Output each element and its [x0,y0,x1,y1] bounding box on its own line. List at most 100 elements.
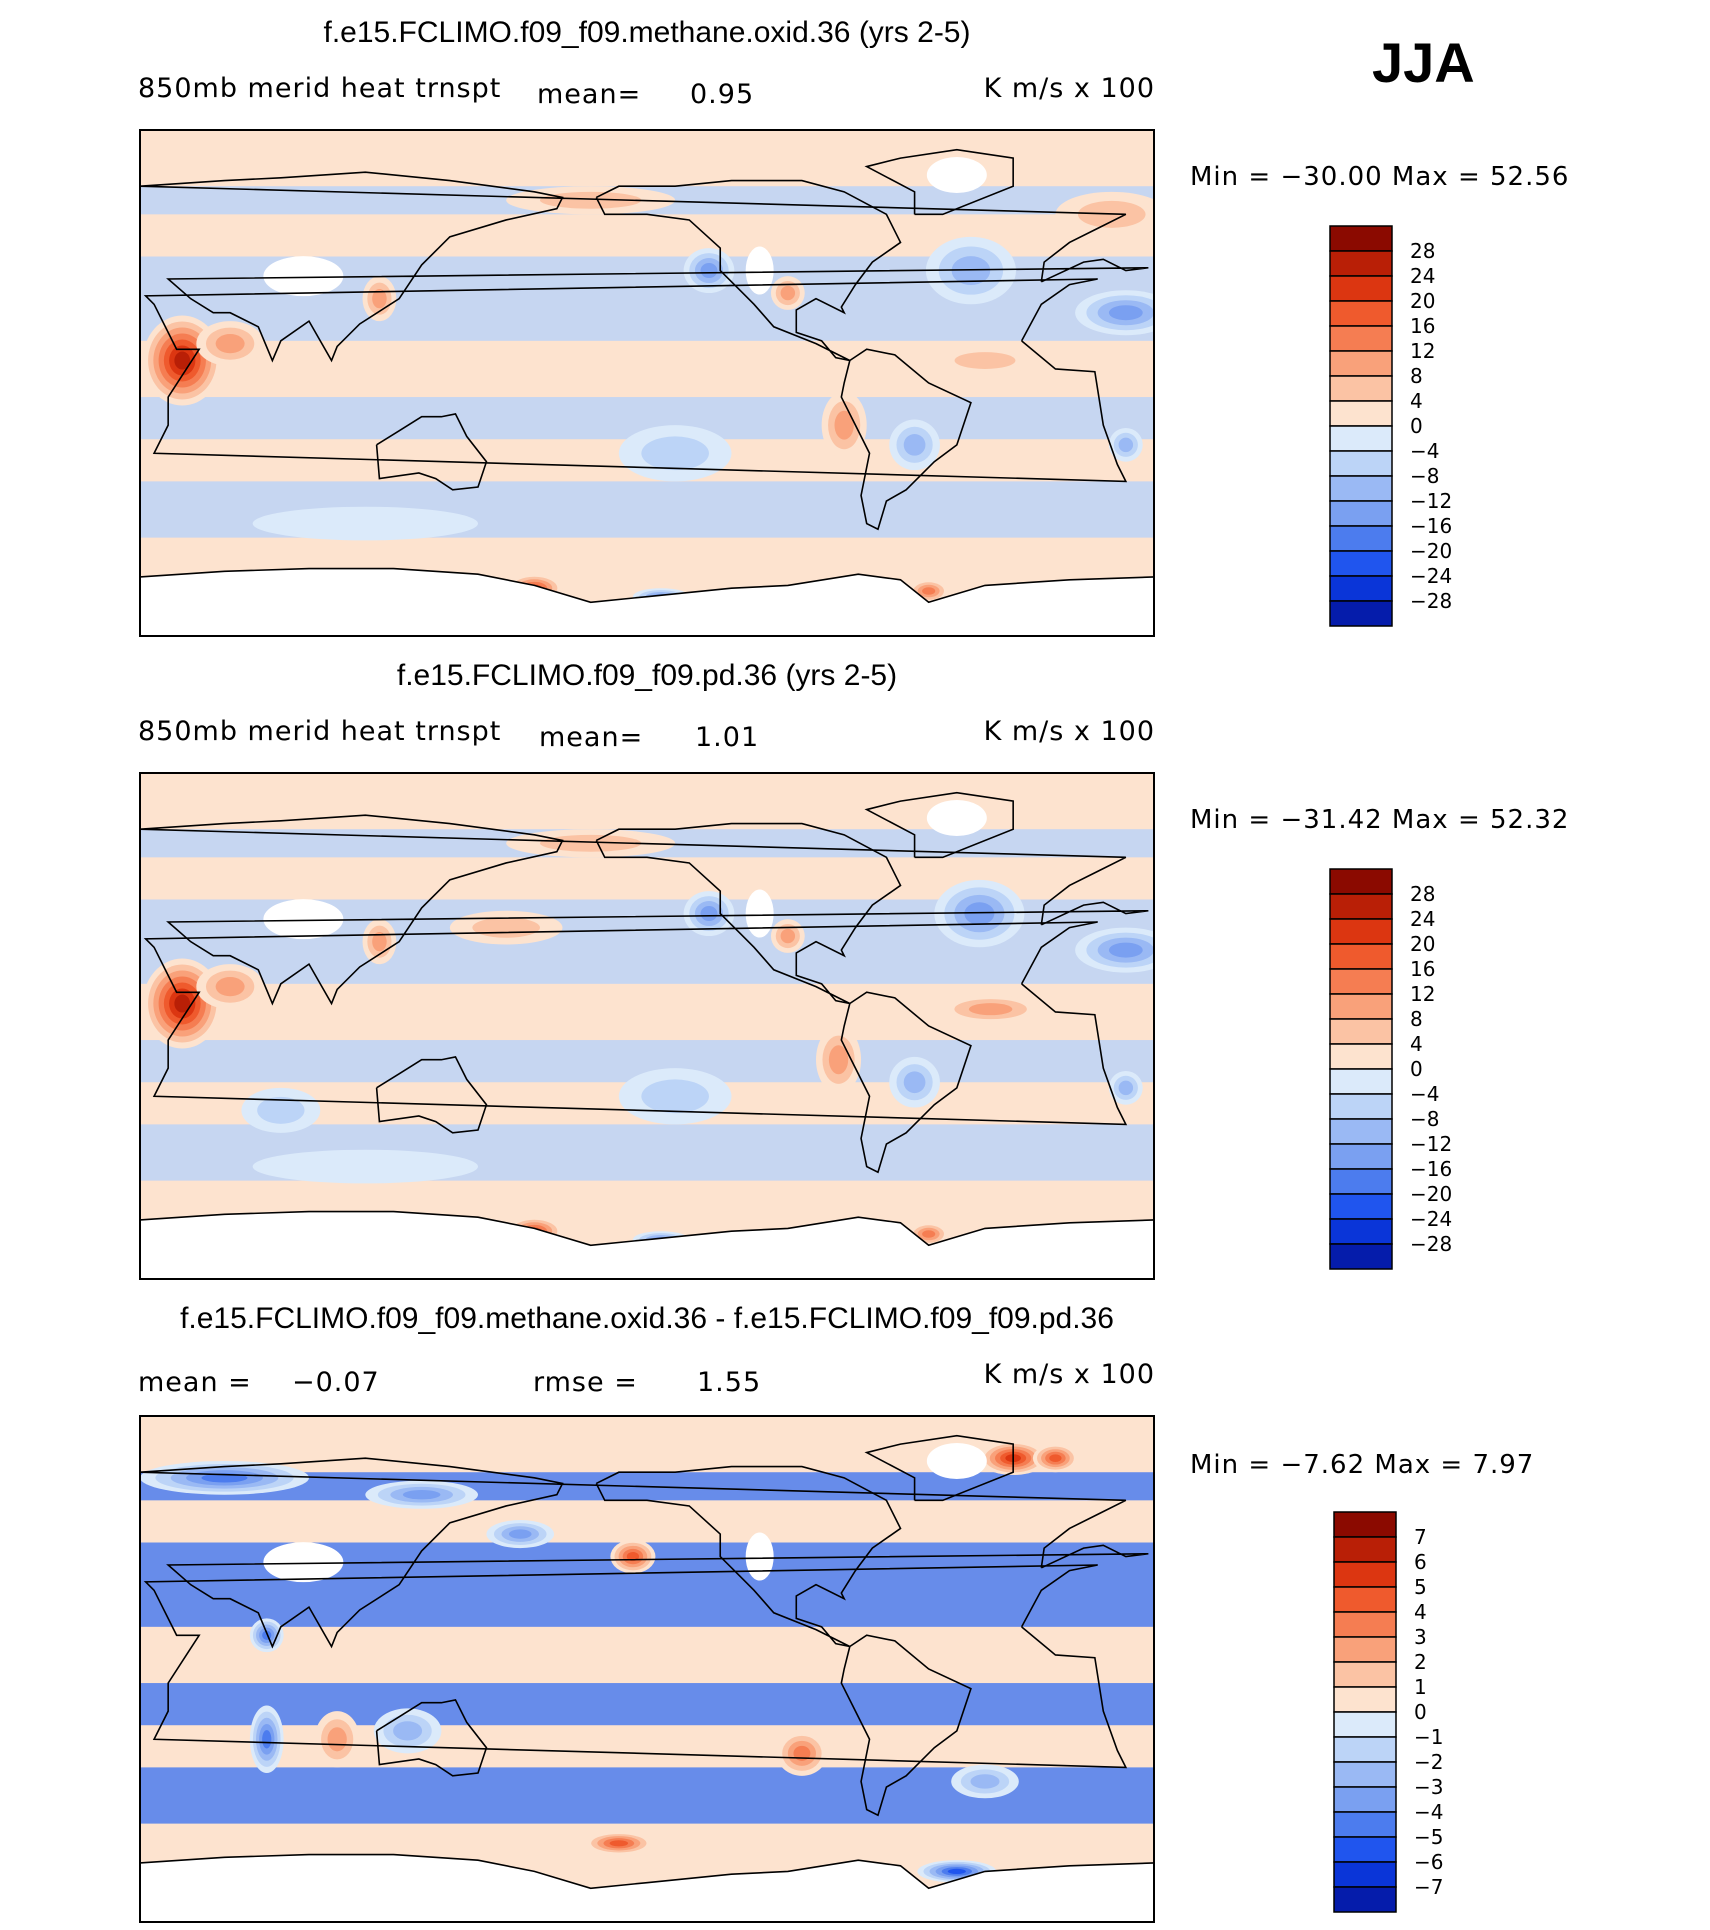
panel-3-rmse-label: rmse = [533,1367,638,1398]
colorbar-tick-label: 20 [1410,932,1435,956]
field-feature-s-pacific-pos [793,1745,811,1761]
coastline [595,1465,902,1648]
colorbar-tick-label: 1 [1414,1675,1427,1699]
coastline [864,1434,1014,1502]
colorbar-band [1329,450,1393,477]
panel-3-mean-label: mean = [138,1367,252,1398]
coastline [143,278,1128,483]
tibet-missing [263,1542,344,1583]
field-feature-arctic-pos [539,834,642,852]
colorbar-band [1329,375,1393,402]
field-feature-weddell-neg [947,1868,966,1874]
colorbar-band [1333,1561,1397,1588]
field-feature-arctic-pos [539,191,642,209]
panel-1: f.e15.FCLIMO.f09_f09.methane.oxid.36 (yr… [138,16,1568,637]
colorbar-tick-label: −28 [1410,1232,1452,1256]
colorbar-tick-label: 0 [1410,1057,1423,1081]
colorbar-band [1329,1193,1393,1220]
season-label: JJA [1372,31,1475,94]
coastline [140,171,1149,363]
panel-2-mean-value: 1.01 [695,722,759,753]
colorbar-tick-label: 20 [1410,289,1435,313]
colorbar-band [1333,1636,1397,1663]
colorbar-tick-label: 0 [1414,1700,1427,1724]
colorbar-tick-label: −2 [1414,1750,1443,1774]
coastline [140,1457,1149,1649]
coastline [143,1564,1128,1769]
colorbar-band [1329,1018,1393,1045]
field-feature-s-america-neg [903,1071,926,1094]
field-feature-tropical-atlantic-pos [954,352,1016,369]
colorbar-band [1329,943,1393,970]
field-feature-arabian-sea [215,334,245,354]
coastline-antarctica [140,1853,1154,1890]
panel-2-map-frame [139,772,1155,1280]
coastline [595,822,902,1005]
colorbar-tick-label: −4 [1410,1082,1439,1106]
greenland-missing [926,156,987,193]
colorbar-band [1329,400,1393,427]
colorbar-band [1329,300,1393,327]
coastline [840,348,972,531]
colorbar-band [1329,350,1393,377]
panel-3-title: f.e15.FCLIMO.f09_f09.methane.oxid.36 - f… [180,1302,1114,1335]
panel-1-map [140,130,1154,636]
colorbar-band [1329,225,1393,252]
zonal-band [140,1683,1154,1726]
colorbar-band [1333,1761,1397,1788]
coastline [143,921,1128,1126]
coastline [864,791,1014,859]
colorbar-tick-label: −16 [1410,1157,1452,1181]
field-feature-ne-pacific-neg [700,263,718,279]
rockies-missing [745,246,774,295]
field-feature-southern-ocean-neg [252,1149,478,1184]
coastline-antarctica [140,567,1154,604]
colorbar-tick-label: −16 [1410,514,1452,538]
greenland-missing [926,1442,987,1479]
colorbar-tick-label: 3 [1414,1625,1427,1649]
colorbar-tick-label: 28 [1410,882,1435,906]
colorbar-band [1333,1886,1397,1913]
coastline [840,991,972,1174]
colorbar-band [1329,425,1393,452]
field-feature-sahara-neg [1108,942,1143,958]
colorbar-tick-label: −3 [1414,1775,1443,1799]
field-feature-antarctic-weddell-pos [922,587,936,595]
field-feature-antarctic-weddell-pos [922,1230,936,1238]
panel-3: f.e15.FCLIMO.f09_f09.methane.oxid.36 - f… [138,1302,1533,1923]
panel-3-rmse-value: 1.55 [697,1367,761,1398]
coastline [375,413,488,491]
colorbar-tick-label: −20 [1410,1182,1452,1206]
colorbar-band [1333,1861,1397,1888]
colorbar-tick-label: 8 [1410,364,1423,388]
colorbar-tick-label: −28 [1410,589,1452,613]
colorbar-tick-label: 4 [1414,1600,1427,1624]
colorbar-band [1333,1661,1397,1688]
colorbar-band [1333,1811,1397,1838]
colorbar-band [1329,1068,1393,1095]
colorbar-tick-label: 24 [1410,907,1435,931]
field-feature-arabian-sea [215,977,245,997]
colorbar-band [1329,1218,1393,1245]
field-feature-s-pacific-neg [641,1079,709,1114]
field-feature-s-america-neg [903,434,926,456]
colorbar-tick-label: 6 [1414,1550,1427,1574]
colorbar-tick-label: 0 [1410,414,1423,438]
colorbar-band [1329,575,1393,602]
colorbar-band [1333,1611,1397,1638]
field-feature-east-africa-jet [174,994,191,1013]
field-feature-atl-neg [970,1774,1000,1789]
field-feature-sahara-neg [1108,305,1143,321]
colorbar-tick-label: 5 [1414,1575,1427,1599]
field-feature-south-africa-neg [1118,437,1134,453]
rockies-missing [745,1532,774,1581]
panel-3-units: K m/s x 100 [984,1359,1155,1390]
panel-1-variable: 850mb merid heat trnspt [138,73,501,104]
field-feature-n-pacific-pos [472,917,540,938]
colorbar-band [1329,275,1393,302]
colorbar-band [1329,250,1393,277]
field-feature-kamchatka-neg [508,1529,532,1539]
colorbar-band [1329,968,1393,995]
